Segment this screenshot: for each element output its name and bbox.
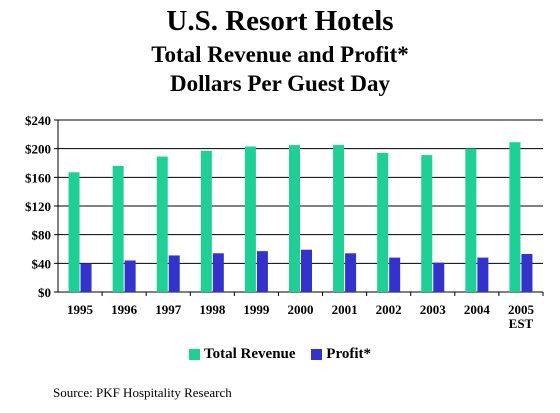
bar-profit <box>521 254 533 292</box>
y-tick-label: $240 <box>25 113 51 128</box>
x-tick-label: 1999 <box>243 302 270 317</box>
x-tick-label: EST <box>509 316 534 331</box>
bar-total-revenue <box>377 152 389 292</box>
bar-profit <box>389 257 401 292</box>
x-tick-label: 1995 <box>67 302 94 317</box>
bar-total-revenue <box>289 145 300 292</box>
bar-profit <box>124 260 136 292</box>
bar-total-revenue <box>421 155 433 292</box>
legend-swatch-total-revenue <box>189 349 200 360</box>
legend-label-total-revenue: Total Revenue <box>204 346 296 362</box>
chart-subtitle-2: Dollars Per Guest Day <box>170 71 390 96</box>
bar-profit <box>256 251 268 292</box>
y-tick-label: $80 <box>32 228 52 243</box>
bar-total-revenue <box>244 146 256 292</box>
y-tick-label: $160 <box>25 170 51 185</box>
bar-profit <box>433 262 445 292</box>
legend-item-total-revenue: Total Revenue <box>189 346 296 363</box>
x-tick-label: 2005 <box>508 302 535 317</box>
y-tick-label: $200 <box>25 142 51 157</box>
bar-total-revenue <box>509 142 521 292</box>
x-tick-label: 2004 <box>464 302 491 317</box>
x-tick-label: 1998 <box>199 302 226 317</box>
bar-profit <box>80 263 92 292</box>
bar-profit <box>345 253 357 292</box>
legend: Total Revenue Profit* <box>0 346 560 365</box>
bar-total-revenue <box>465 148 477 292</box>
bar-total-revenue <box>112 165 124 292</box>
x-tick-label: 1996 <box>111 302 138 317</box>
x-tick-label: 2003 <box>420 302 447 317</box>
legend-label-profit: Profit* <box>326 346 371 362</box>
bar-profit <box>212 253 224 292</box>
y-tick-label: $40 <box>32 256 52 271</box>
bar-profit <box>477 257 489 292</box>
bar-total-revenue <box>333 145 345 292</box>
x-tick-label: 1997 <box>155 302 182 317</box>
bar-profit <box>168 255 180 292</box>
chart-title: U.S. Resort Hotels <box>166 5 394 37</box>
source-note: Source: PKF Hospitality Research <box>53 385 232 400</box>
bar-total-revenue <box>68 172 80 292</box>
y-tick-label: $0 <box>38 285 51 300</box>
bar-total-revenue <box>156 156 168 292</box>
legend-item-profit: Profit* <box>311 346 371 363</box>
bar-total-revenue <box>200 150 212 292</box>
x-tick-label: 2001 <box>332 302 358 317</box>
bar-profit <box>301 249 312 292</box>
legend-swatch-profit <box>311 349 323 360</box>
x-tick-label: 2000 <box>288 302 314 317</box>
chart-subtitle-1: Total Revenue and Profit* <box>151 42 409 67</box>
y-tick-label: $120 <box>25 199 51 214</box>
x-tick-label: 2002 <box>376 302 402 317</box>
